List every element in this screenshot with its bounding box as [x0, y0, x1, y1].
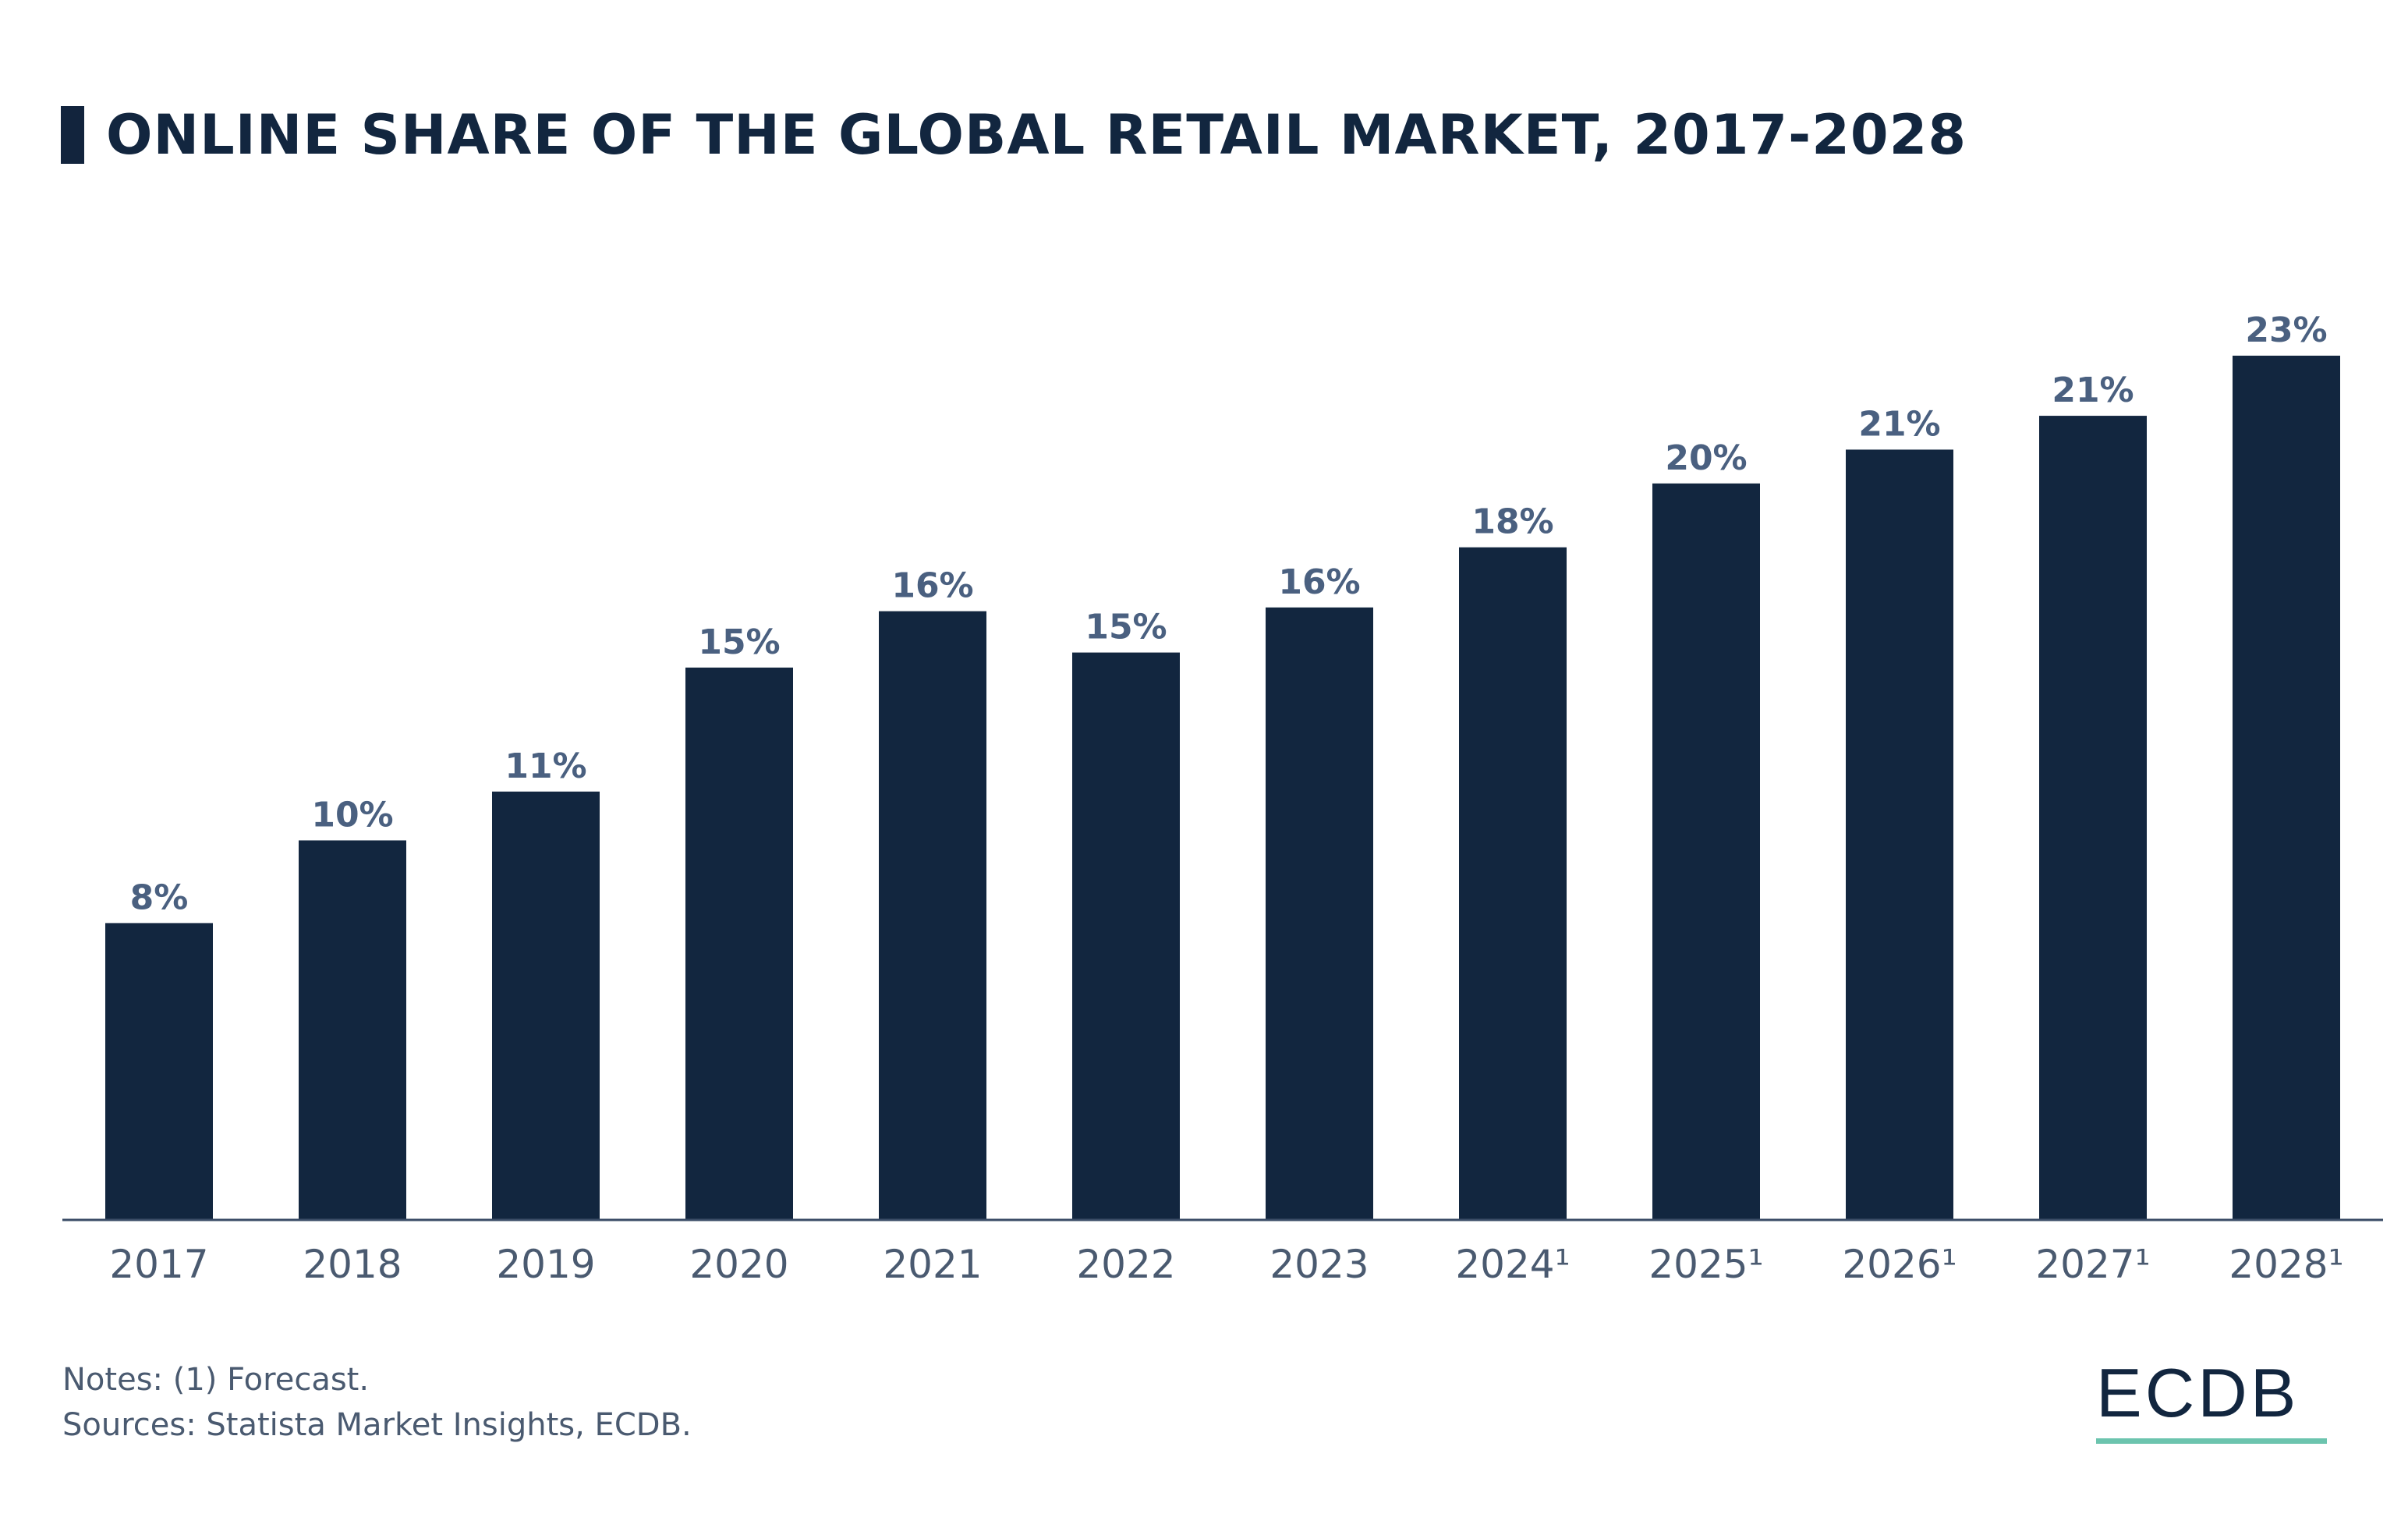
x-tick-label: 2027¹ — [2035, 1242, 2150, 1287]
data-label: 23% — [2245, 310, 2327, 350]
bar-chart: 8% 2017 10% 2018 11% 2019 15% 2020 16% 2021 15% 202… — [62, 310, 2383, 1287]
sources-text: Sources: Statista Market Insights, ECDB. — [62, 1407, 692, 1443]
data-label: 21% — [2052, 370, 2134, 410]
bar — [685, 667, 793, 1220]
notes-text: Notes: (1) Forecast. — [62, 1362, 370, 1398]
chart-title: ONLINE SHARE OF THE GLOBAL RETAIL MARKET… — [61, 103, 1967, 167]
x-tick-label: 2020 — [689, 1242, 788, 1287]
bar — [1266, 607, 1373, 1220]
title-marker — [61, 106, 84, 164]
bar — [879, 611, 986, 1220]
data-label: 11% — [505, 746, 586, 786]
bar — [1652, 483, 1760, 1220]
data-label: 20% — [1665, 438, 1747, 478]
data-label: 10% — [311, 795, 393, 835]
logo-underline — [2096, 1438, 2327, 1444]
bar — [2039, 416, 2147, 1220]
x-tick-label: 2023 — [1270, 1242, 1369, 1287]
data-label: 15% — [698, 622, 780, 662]
footnotes: Notes: (1) Forecast. Sources: Statista M… — [62, 1357, 692, 1448]
bar — [2233, 356, 2340, 1220]
logo-text: ECDB — [2096, 1354, 2300, 1431]
bar — [105, 923, 213, 1220]
bar — [299, 840, 406, 1220]
ecdb-logo: ECDB — [2096, 1357, 2327, 1444]
data-label: 16% — [1278, 562, 1360, 602]
x-tick-label: 2024¹ — [1455, 1242, 1570, 1287]
data-label: 8% — [130, 878, 189, 917]
x-tick-label: 2019 — [496, 1242, 595, 1287]
x-tick-label: 2022 — [1076, 1242, 1175, 1287]
x-tick-label: 2021 — [883, 1242, 982, 1287]
x-tick-label: 2017 — [109, 1242, 208, 1287]
x-tick-label: 2025¹ — [1648, 1242, 1763, 1287]
title-text: ONLINE SHARE OF THE GLOBAL RETAIL MARKET… — [106, 103, 1967, 167]
x-tick-label: 2026¹ — [1842, 1242, 1956, 1287]
data-label: 18% — [1471, 502, 1553, 542]
data-label: 16% — [891, 566, 973, 606]
bar — [1459, 547, 1567, 1220]
bar — [1846, 449, 1953, 1220]
data-label: 15% — [1085, 608, 1167, 647]
bar — [1072, 652, 1180, 1220]
bar — [492, 791, 600, 1220]
x-tick-label: 2018 — [303, 1242, 402, 1287]
x-tick-label: 2028¹ — [2229, 1242, 2343, 1287]
data-label: 21% — [1858, 404, 1940, 444]
